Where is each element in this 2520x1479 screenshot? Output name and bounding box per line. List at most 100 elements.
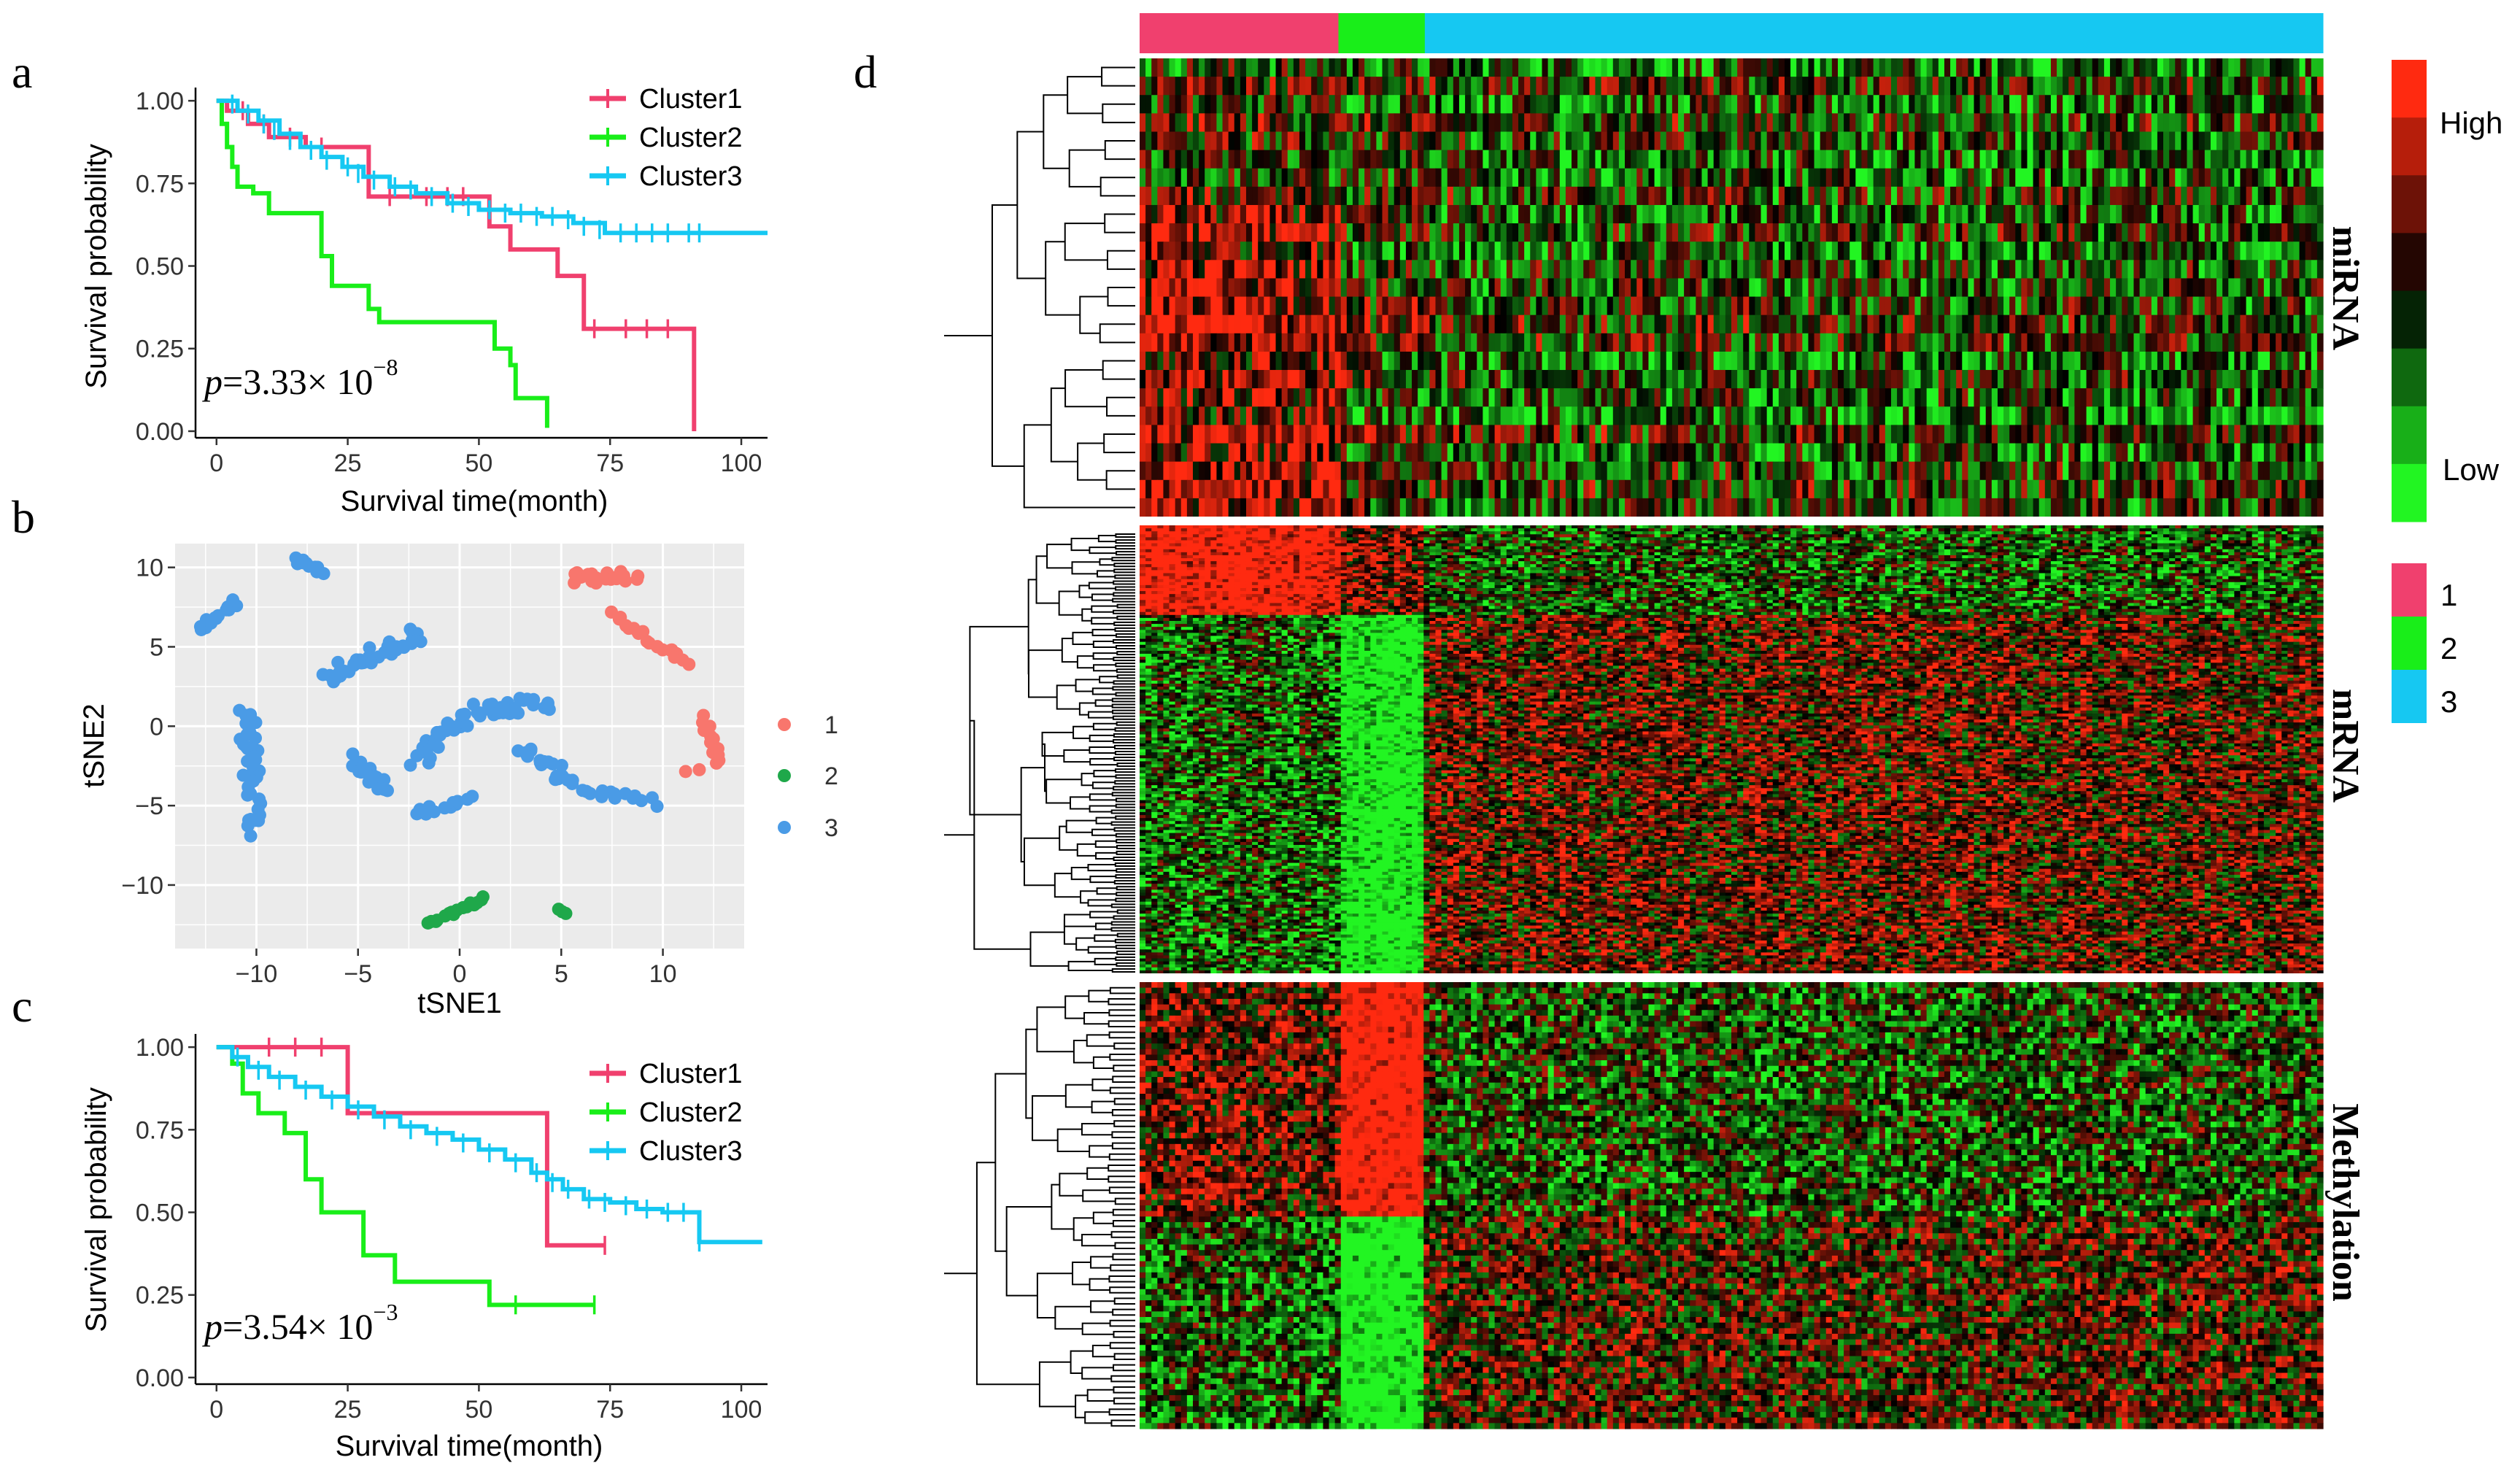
heatmap-cell xyxy=(1448,58,1454,77)
heatmap-cell xyxy=(1701,77,1708,96)
tsne-y-tick-label: 10 xyxy=(136,555,163,582)
heatmap-cell xyxy=(1358,58,1365,77)
column-annotation-cluster-3 xyxy=(1425,13,2324,53)
heatmap-cell xyxy=(2163,58,2170,77)
heatmap-cell xyxy=(1832,58,1839,77)
heatmap-cell xyxy=(1394,77,1401,96)
km-x-tick-label: 25 xyxy=(334,449,362,477)
heatmap-cell xyxy=(1974,58,1981,77)
tsne-legend-dot-1 xyxy=(778,718,791,731)
heatmap-cell xyxy=(1429,58,1436,77)
tsne-point-3 xyxy=(651,800,664,813)
heatmap-cell xyxy=(1536,77,1542,96)
tsne-x-tick-label: −5 xyxy=(344,960,372,988)
heatmap-cell xyxy=(1583,58,1590,77)
heatmap-cell xyxy=(1968,77,1974,96)
heatmap-cell xyxy=(1725,77,1732,96)
heatmap-cell xyxy=(1796,58,1803,77)
heatmap-cell xyxy=(2015,77,2022,96)
km-x-tick-label: 50 xyxy=(465,1396,492,1424)
heatmap-cell xyxy=(1956,58,1963,77)
heatmap-cell xyxy=(1264,77,1270,96)
heatmap-cell xyxy=(1216,58,1223,77)
heatmap-cell xyxy=(1583,77,1590,96)
km-c-xlabel: Survival time(month) xyxy=(336,1430,603,1462)
panel-letter-d: d xyxy=(854,46,877,98)
heatmap-cell xyxy=(1483,58,1489,77)
heatmap-cell xyxy=(2311,77,2318,96)
column-annotation-cluster-1 xyxy=(1140,13,1339,53)
heatmap-cell xyxy=(1406,58,1412,77)
heatmap-cell xyxy=(1294,77,1300,96)
heatmap-cell xyxy=(1170,77,1176,96)
heatmap-cell xyxy=(2276,58,2282,77)
heatmap-cell xyxy=(1642,58,1649,77)
heatmap-cell xyxy=(1229,77,1235,96)
heatmap-cell xyxy=(1210,58,1217,77)
km-plot-a: 0.000.250.500.751.000 25 50 75 100 Survival … xyxy=(80,84,768,517)
heatmap-cell xyxy=(1175,58,1182,77)
heatmap-cell xyxy=(1536,58,1542,77)
heatmap-cell xyxy=(2240,58,2246,77)
heatmap-cell xyxy=(1701,58,1708,77)
heatmap-cell xyxy=(1216,77,1223,96)
heatmap-cell xyxy=(1400,77,1407,96)
heatmap-cell xyxy=(1655,58,1661,77)
heatmap-cell xyxy=(1210,77,1217,96)
heatmap-cell xyxy=(1868,58,1874,77)
km-a-legend-label-3: Cluster3 xyxy=(639,161,743,192)
heatmap-cell xyxy=(2211,77,2217,96)
km-x-tick-label: 100 xyxy=(721,449,762,477)
heatmap-cell xyxy=(2234,58,2241,77)
heatmap-cell xyxy=(1855,77,1862,96)
heatmap-cell xyxy=(1855,58,1862,77)
heatmap-cell xyxy=(1636,77,1643,96)
heatmap-cell xyxy=(1501,58,1507,77)
heatmap-cell xyxy=(2317,77,2324,96)
heatmap-cell xyxy=(1986,77,1993,96)
heatmap-cell xyxy=(1648,77,1655,96)
heatmap-cell xyxy=(1577,58,1584,77)
tsne-point-1 xyxy=(568,568,581,581)
heatmap-cell xyxy=(2146,58,2152,77)
heatmap-cell xyxy=(1240,77,1247,96)
heatmap-cell xyxy=(2104,77,2111,96)
heatmap-cell xyxy=(1755,58,1761,77)
heatmap-cell xyxy=(1661,58,1667,77)
heatmap-cell xyxy=(2205,77,2211,96)
heatmap-cell xyxy=(2187,58,2193,77)
heatmap-cell xyxy=(1554,77,1561,96)
heatmap-cell xyxy=(2264,77,2270,96)
heatmap-cell xyxy=(1572,58,1578,77)
heatmap-cell xyxy=(1418,58,1424,77)
heatmap-cell xyxy=(2300,77,2306,96)
heatmap-cell xyxy=(1631,58,1637,77)
tsne-legend-dot-3 xyxy=(778,821,791,834)
heatmap-cell xyxy=(1459,58,1466,77)
heatmap-cell xyxy=(1495,77,1501,96)
heatmap-cell xyxy=(1962,77,1968,96)
heatmap-column-annotation xyxy=(1140,13,2324,53)
heatmap-cell xyxy=(2234,77,2241,96)
heatmap-cell xyxy=(1140,77,1146,96)
heatmap-cell xyxy=(1554,58,1561,77)
heatmap-cell xyxy=(1939,58,1945,77)
heatmap-cell xyxy=(1826,77,1833,96)
heatmap-cell xyxy=(1341,58,1348,77)
heatmap-cell xyxy=(1814,58,1821,77)
heatmap-cell xyxy=(2252,58,2259,77)
heatmap-cell xyxy=(1495,58,1501,77)
heatmap-cell xyxy=(1589,77,1596,96)
heatmap-cell xyxy=(1838,58,1844,77)
km-c-axes: 0.000.250.500.751.000 25 50 75 100 xyxy=(136,1034,768,1424)
tsne-point-3 xyxy=(414,635,428,648)
heatmap-cell xyxy=(1962,58,1968,77)
tsne-point-1 xyxy=(630,573,643,586)
km-y-tick-label: 0.50 xyxy=(136,1200,184,1227)
heatmap-cell xyxy=(2080,58,2087,77)
tsne-point-1 xyxy=(679,765,692,778)
heatmap-cell xyxy=(2228,77,2235,96)
heatmap-cell xyxy=(1903,58,1909,77)
km-c-pvalue-p: p xyxy=(202,1306,223,1347)
km-c-legend-label-2: Cluster2 xyxy=(639,1097,743,1128)
